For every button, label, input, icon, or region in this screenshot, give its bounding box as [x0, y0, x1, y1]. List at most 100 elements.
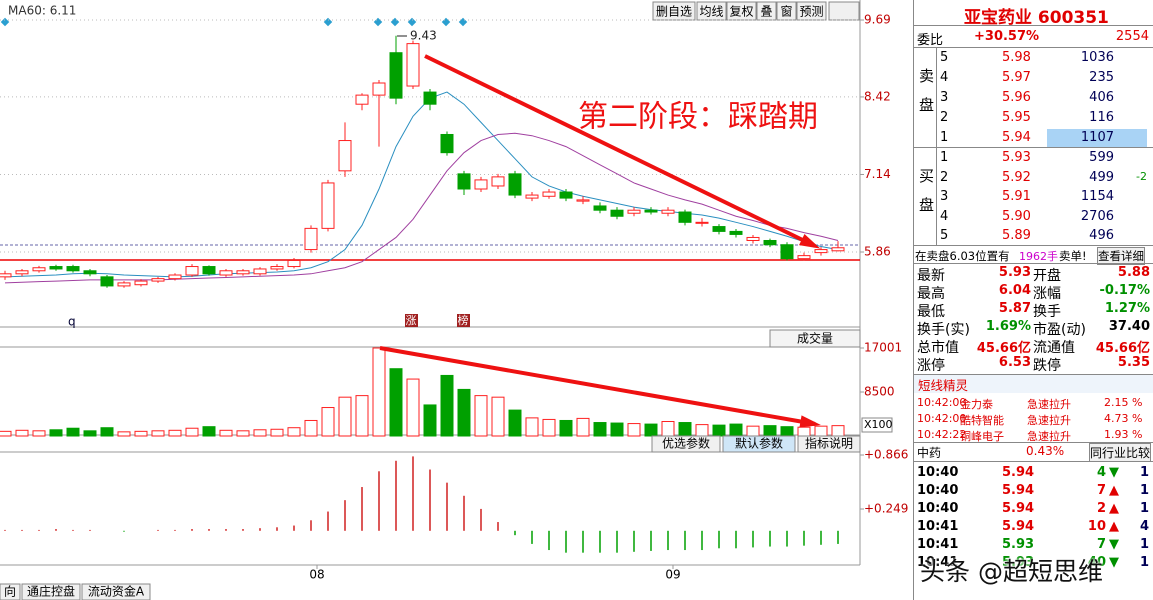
- separator: [914, 461, 1153, 462]
- candle-body: [814, 249, 828, 254]
- side-divider: [936, 47, 937, 245]
- sprite-cell: 铜峰电子: [960, 430, 1004, 443]
- volume-bar: [559, 419, 573, 437]
- stat-label: 换手: [1033, 304, 1061, 320]
- candle-body: [678, 211, 692, 223]
- volume-bar: [593, 422, 607, 437]
- candle-body: [372, 82, 386, 96]
- toolbar-button[interactable]: [652, 1, 696, 21]
- annotation: 第二阶段：踩踏期: [578, 100, 818, 135]
- volume-bar: [763, 425, 777, 437]
- candle-body: [695, 221, 709, 224]
- sector-link[interactable]: 同行业比较: [1088, 443, 1151, 462]
- unit-box: [861, 417, 893, 433]
- price: 5.95: [1002, 110, 1031, 125]
- tab[interactable]: [81, 583, 151, 600]
- toolbar-button[interactable]: [776, 1, 797, 21]
- indicator-button[interactable]: [797, 435, 861, 453]
- stat-value: 6.53: [998, 355, 1031, 370]
- ma-line: [4, 132, 839, 284]
- volume: 599: [1089, 150, 1114, 165]
- candle-body: [627, 209, 641, 214]
- volume-bar: [644, 423, 658, 437]
- toolbar-button[interactable]: [726, 1, 757, 21]
- candle-body: [593, 205, 607, 211]
- volume-bar: [15, 429, 29, 437]
- candle-body: [287, 259, 301, 268]
- indicator-button-label[interactable]: 优选参数: [662, 436, 710, 451]
- level: 3: [940, 189, 949, 204]
- toolbar-button-label[interactable]: 叠: [760, 5, 772, 19]
- volume: 1154: [1080, 189, 1114, 204]
- tab[interactable]: [21, 583, 81, 600]
- stat-label: 市盈(动): [1033, 322, 1086, 338]
- volume-bar: [134, 430, 148, 437]
- volume-header[interactable]: [769, 329, 861, 348]
- stat-value: 5.93: [998, 265, 1031, 280]
- candle-body: [270, 266, 284, 270]
- toolbar-button[interactable]: [696, 1, 727, 21]
- volume-bar: [168, 429, 182, 437]
- toolbar-button-label[interactable]: 窗: [780, 5, 792, 19]
- toolbar-button-label[interactable]: 删自选: [656, 5, 692, 19]
- toolbar-button-label[interactable]: 均线: [699, 5, 723, 19]
- indicator-button[interactable]: [651, 435, 721, 453]
- y-tick-label: 9.69: [864, 13, 891, 27]
- marker: 榜: [458, 313, 469, 327]
- price: 5.93: [1002, 150, 1031, 165]
- side-label: 买盘: [917, 168, 935, 226]
- trade-count: 1: [1139, 537, 1149, 552]
- sprite-cell: 2.15 %: [1104, 396, 1143, 409]
- trade-time: 10:41: [917, 519, 959, 534]
- tab[interactable]: [0, 583, 21, 600]
- candle-body: [406, 43, 420, 87]
- sprite-cell: 酷特智能: [960, 414, 1004, 427]
- trade-volume: 7: [1096, 483, 1106, 498]
- indicator-button[interactable]: [722, 435, 796, 453]
- volume-bar: [185, 427, 199, 437]
- candle-body: [202, 266, 216, 275]
- toolbar-button-label[interactable]: 预测: [799, 5, 823, 19]
- marker: q: [68, 315, 76, 329]
- highlight: [1047, 129, 1147, 147]
- candle-body: [457, 173, 471, 190]
- candle-body: [610, 209, 624, 217]
- candle-body: [644, 209, 658, 213]
- tab-label[interactable]: 流动资金A: [88, 584, 145, 599]
- trade-arrow: ▲: [1109, 501, 1119, 516]
- y-tick-label: 8500: [864, 385, 895, 399]
- candle-body: [219, 270, 233, 276]
- toolbar-button[interactable]: [756, 1, 777, 21]
- candle-body: [423, 91, 437, 105]
- candle-body: [168, 274, 182, 280]
- volume-bar: [253, 429, 267, 437]
- level: 2: [940, 169, 949, 185]
- trade-arrow: ▼: [1109, 555, 1119, 570]
- toolbar-arrows[interactable]: [828, 1, 860, 21]
- notice-link[interactable]: 查看详细: [1097, 247, 1145, 265]
- stat-label: 涨停: [917, 358, 945, 374]
- indicator-button-label[interactable]: 指标说明: [805, 436, 853, 451]
- sector-change: 0.43%: [1026, 444, 1065, 458]
- change: -2: [1136, 169, 1147, 183]
- volume-bar: [661, 421, 675, 437]
- level: 5: [940, 228, 949, 243]
- candle-body: [559, 191, 573, 199]
- candle-body: [49, 266, 63, 270]
- candle-body: [185, 266, 199, 276]
- tab-label[interactable]: 向: [4, 584, 16, 599]
- sprite-cell: 急速拉升: [1027, 414, 1071, 427]
- volume-bar: [66, 427, 80, 437]
- volume-bar: [49, 429, 63, 437]
- indicator-button-label[interactable]: 默认参数: [735, 436, 783, 451]
- trade-time: 10:40: [917, 483, 959, 498]
- y-tick-label: +0.249: [864, 502, 908, 516]
- candle-body: [304, 227, 318, 251]
- tab-label[interactable]: 通庄控盘: [27, 584, 75, 599]
- candle-body: [0, 273, 12, 278]
- stat-value: 5.35: [1117, 355, 1150, 370]
- toolbar-button[interactable]: [796, 1, 827, 21]
- toolbar-button-label[interactable]: 复权: [729, 5, 753, 19]
- volume-bar: [32, 430, 46, 437]
